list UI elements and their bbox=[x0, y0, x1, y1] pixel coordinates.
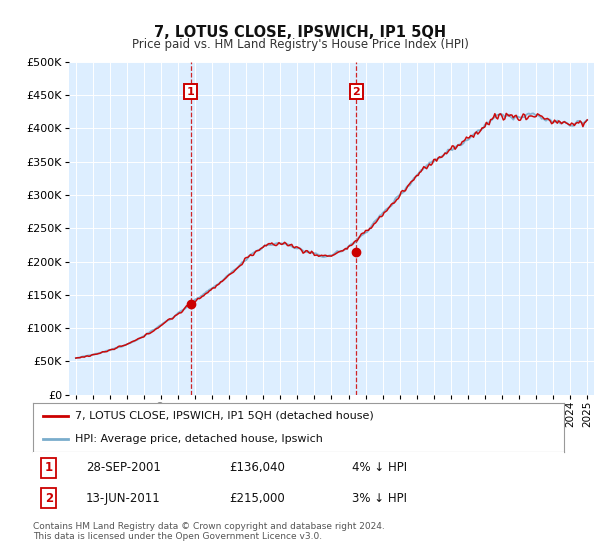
Text: Contains HM Land Registry data © Crown copyright and database right 2024.
This d: Contains HM Land Registry data © Crown c… bbox=[33, 522, 385, 542]
Text: Price paid vs. HM Land Registry's House Price Index (HPI): Price paid vs. HM Land Registry's House … bbox=[131, 38, 469, 52]
Text: 7, LOTUS CLOSE, IPSWICH, IP1 5QH (detached house): 7, LOTUS CLOSE, IPSWICH, IP1 5QH (detach… bbox=[76, 411, 374, 421]
Text: 2: 2 bbox=[352, 87, 360, 96]
Text: 1: 1 bbox=[44, 461, 53, 474]
Text: 7, LOTUS CLOSE, IPSWICH, IP1 5QH: 7, LOTUS CLOSE, IPSWICH, IP1 5QH bbox=[154, 25, 446, 40]
Text: £215,000: £215,000 bbox=[229, 492, 285, 505]
Text: HPI: Average price, detached house, Ipswich: HPI: Average price, detached house, Ipsw… bbox=[76, 433, 323, 444]
Text: 4% ↓ HPI: 4% ↓ HPI bbox=[352, 461, 407, 474]
Text: 1: 1 bbox=[187, 87, 194, 96]
Text: 13-JUN-2011: 13-JUN-2011 bbox=[86, 492, 161, 505]
Text: 28-SEP-2001: 28-SEP-2001 bbox=[86, 461, 161, 474]
Text: 2: 2 bbox=[44, 492, 53, 505]
Text: 3% ↓ HPI: 3% ↓ HPI bbox=[352, 492, 407, 505]
Text: £136,040: £136,040 bbox=[229, 461, 286, 474]
